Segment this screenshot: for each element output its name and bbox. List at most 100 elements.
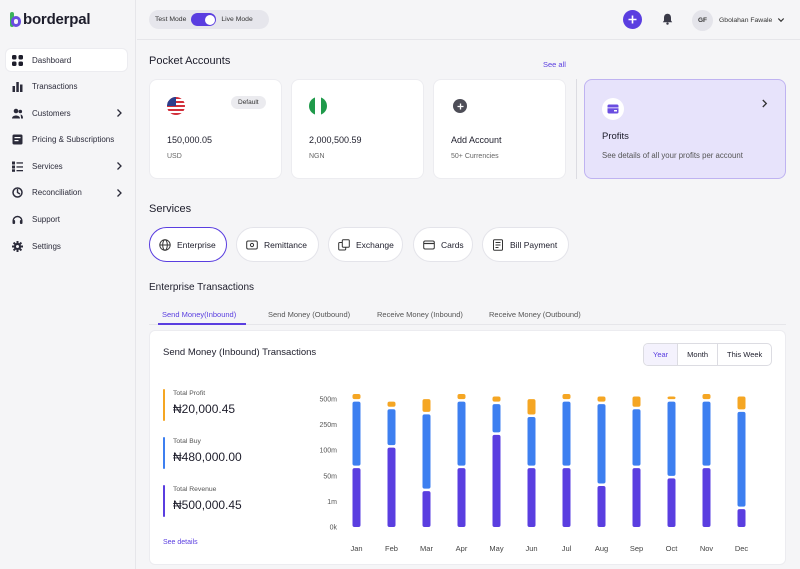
add-account-card[interactable]: Add Account 50+ Currencies bbox=[433, 79, 566, 179]
bar-segment[interactable] bbox=[632, 409, 641, 466]
bar-segment[interactable] bbox=[422, 414, 431, 489]
bar-segment[interactable] bbox=[562, 394, 571, 400]
bar-segment[interactable] bbox=[562, 401, 571, 466]
sidebar-item-services[interactable]: Services bbox=[6, 155, 127, 177]
mode-switch[interactable] bbox=[191, 13, 217, 26]
live-mode-label: Live Mode bbox=[221, 16, 253, 23]
period-month[interactable]: Month bbox=[678, 344, 719, 365]
bar-segment[interactable] bbox=[492, 396, 501, 402]
bar-segment[interactable] bbox=[457, 401, 466, 466]
bell-icon[interactable] bbox=[662, 13, 673, 25]
service-cards[interactable]: Cards bbox=[413, 227, 473, 262]
service-exchange[interactable]: Exchange bbox=[328, 227, 403, 262]
mode-toggle[interactable]: Test Mode Live Mode bbox=[149, 10, 269, 29]
sidebar-item-settings[interactable]: Settings bbox=[6, 235, 127, 257]
account-card-ngn[interactable]: 2,000,500.59 NGN bbox=[291, 79, 424, 179]
bar-segment[interactable] bbox=[597, 404, 606, 484]
service-remittance[interactable]: Remittance bbox=[236, 227, 319, 262]
bar-segment[interactable] bbox=[562, 468, 571, 527]
create-button[interactable] bbox=[623, 10, 642, 29]
bar-segment[interactable] bbox=[632, 396, 641, 407]
test-mode-label: Test Mode bbox=[155, 16, 187, 23]
bar-segment[interactable] bbox=[667, 396, 676, 400]
bar-segment[interactable] bbox=[737, 396, 746, 410]
bar-segment[interactable] bbox=[737, 411, 746, 507]
see-all-link[interactable]: See all bbox=[543, 60, 566, 69]
stat-label: Total Buy bbox=[173, 438, 201, 445]
y-tick-label: 500m bbox=[319, 397, 337, 404]
bar-segment[interactable] bbox=[492, 434, 501, 527]
bar-segment[interactable] bbox=[492, 404, 501, 433]
sidebar-item-pricing[interactable]: Pricing & Subscriptions bbox=[6, 129, 127, 151]
sidebar-item-customers[interactable]: Customers bbox=[6, 102, 127, 124]
bar-segment[interactable] bbox=[387, 447, 396, 527]
us-flag-icon bbox=[167, 97, 185, 115]
services-title: Services bbox=[149, 203, 192, 215]
period-this-week[interactable]: This Week bbox=[727, 350, 763, 359]
bar-segment[interactable] bbox=[702, 468, 711, 527]
bar-segment[interactable] bbox=[352, 394, 361, 400]
service-label: Bill Payment bbox=[510, 239, 558, 250]
bar-segment[interactable] bbox=[527, 416, 536, 466]
see-details-link[interactable]: See details bbox=[163, 539, 198, 546]
bar-segment[interactable] bbox=[457, 468, 466, 527]
sidebar-item-dashboard[interactable]: Dashboard bbox=[6, 49, 127, 71]
sidebar-item-label: Support bbox=[32, 215, 61, 225]
price-tag-icon bbox=[12, 134, 23, 145]
bar-segment[interactable] bbox=[422, 491, 431, 527]
bar-chart-icon bbox=[12, 81, 23, 93]
tab-receive-outbound[interactable]: Receive Money (Outbound) bbox=[489, 310, 581, 319]
bar-segment[interactable] bbox=[737, 509, 746, 527]
divider bbox=[576, 79, 577, 179]
bar-segment[interactable] bbox=[667, 401, 676, 476]
bar-segment[interactable] bbox=[422, 399, 431, 412]
sidebar-item-label: Settings bbox=[32, 241, 61, 251]
x-tick-label: Apr bbox=[456, 544, 468, 553]
bar-segment[interactable] bbox=[457, 394, 466, 400]
account-balance: 2,000,500.59 bbox=[309, 135, 362, 145]
bar-segment[interactable] bbox=[352, 401, 361, 466]
sidebar-item-label: Pricing & Subscriptions bbox=[32, 135, 115, 145]
bar-segment[interactable] bbox=[667, 478, 676, 527]
brand-logo[interactable]: borderpal bbox=[10, 11, 91, 28]
bar-segment[interactable] bbox=[527, 399, 536, 415]
bar-segment[interactable] bbox=[597, 396, 606, 402]
user-menu[interactable]: GF Gbolahan Fawale bbox=[692, 9, 785, 31]
bar-segment[interactable] bbox=[387, 409, 396, 446]
stat-color-bar bbox=[163, 437, 165, 469]
stat-total-revenue: Total Revenue ₦500,000.45 bbox=[163, 485, 242, 517]
sidebar-item-reconciliation[interactable]: Reconciliation bbox=[6, 182, 127, 204]
brand-name: borderpal bbox=[23, 11, 91, 28]
sidebar-item-label: Services bbox=[32, 161, 63, 171]
service-enterprise[interactable]: Enterprise bbox=[149, 227, 227, 262]
grid-icon bbox=[12, 54, 23, 66]
tab-send-inbound[interactable]: Send Money(Inbound) bbox=[162, 310, 237, 319]
add-account-title: Add Account bbox=[451, 135, 502, 145]
bar-segment[interactable] bbox=[387, 401, 396, 407]
period-year[interactable]: Year bbox=[644, 344, 679, 365]
profits-card[interactable]: Profits See details of all your profits … bbox=[584, 79, 786, 179]
sidebar-nav: Dashboard Transactions Customers Pricing… bbox=[6, 49, 127, 262]
remittance-icon bbox=[246, 240, 258, 249]
bar-segment[interactable] bbox=[632, 468, 641, 527]
x-tick-label: Mar bbox=[420, 544, 433, 553]
tab-receive-inbound[interactable]: Receive Money (Inbound) bbox=[377, 310, 463, 319]
stat-value: ₦20,000.45 bbox=[173, 402, 236, 416]
chevron-right-icon bbox=[762, 99, 768, 108]
sidebar-item-label: Reconciliation bbox=[32, 188, 82, 198]
bill-icon bbox=[493, 238, 503, 251]
y-tick-label: 0k bbox=[330, 525, 338, 532]
account-card-usd[interactable]: Default 150,000.05 USD bbox=[149, 79, 282, 179]
chevron-right-icon bbox=[117, 109, 122, 118]
y-tick-label: 1m bbox=[327, 499, 337, 506]
bar-segment[interactable] bbox=[597, 486, 606, 527]
tab-send-outbound[interactable]: Send Money (Outbound) bbox=[268, 310, 351, 319]
bar-segment[interactable] bbox=[702, 394, 711, 400]
sidebar-item-transactions[interactable]: Transactions bbox=[6, 76, 127, 98]
service-bill-payment[interactable]: Bill Payment bbox=[482, 227, 569, 262]
bar-segment[interactable] bbox=[527, 468, 536, 527]
sidebar-item-support[interactable]: Support bbox=[6, 209, 127, 231]
bar-segment[interactable] bbox=[702, 401, 711, 466]
stat-value: ₦500,000.45 bbox=[173, 498, 242, 512]
bar-segment[interactable] bbox=[352, 468, 361, 527]
